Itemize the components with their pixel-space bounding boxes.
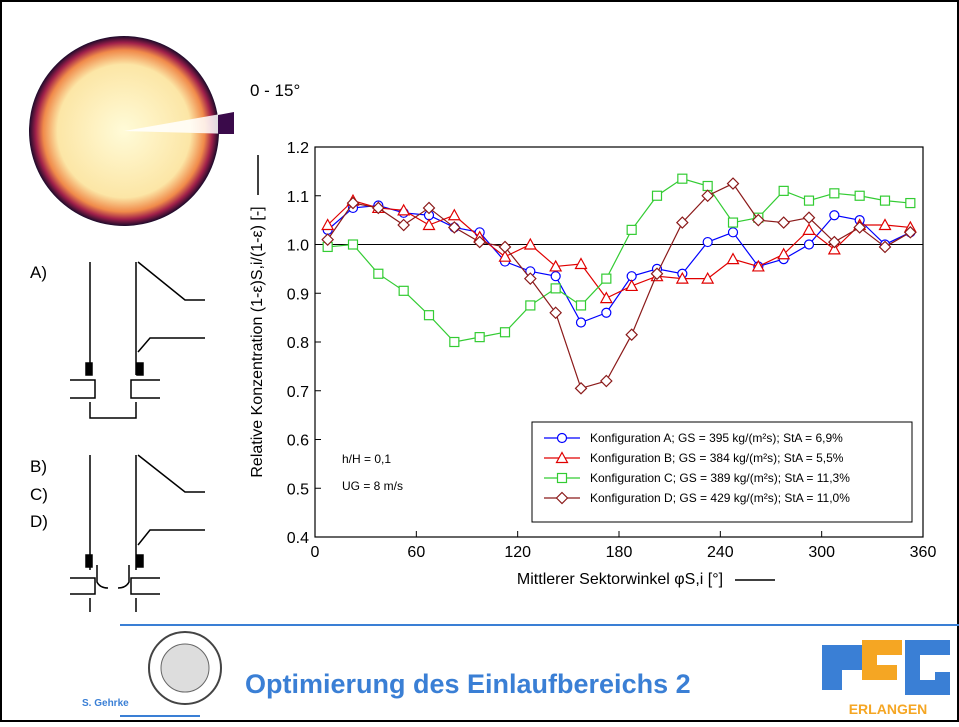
- marker: [399, 286, 408, 295]
- marker: [805, 240, 814, 249]
- legend-label: Konfiguration D; GS = 429 kg/(m²s); StA …: [590, 491, 850, 505]
- y-tick-label: 0.4: [287, 530, 309, 547]
- marker: [830, 211, 839, 220]
- y-tick-label: 0.9: [287, 286, 309, 303]
- x-axis-label: Mittlerer Sektorwinkel φS,i [°]: [517, 571, 723, 588]
- y-tick-label: 0.5: [287, 481, 309, 498]
- marker: [855, 191, 864, 200]
- marker: [526, 301, 535, 310]
- config-label: C): [30, 485, 48, 504]
- x-tick-label: 120: [504, 544, 531, 561]
- y-axis-label: Relative Konzentration (1-ε)S,i/(1-ε) [-…: [249, 206, 266, 477]
- x-tick-label: 360: [910, 544, 937, 561]
- y-tick-label: 0.7: [287, 384, 309, 401]
- legend-label: Konfiguration A; GS = 395 kg/(m²s); StA …: [590, 431, 843, 445]
- logo-text: ERLANGEN: [849, 701, 928, 717]
- y-tick-label: 1.2: [287, 140, 309, 157]
- x-tick-label: 180: [606, 544, 633, 561]
- university-seal-inner: [161, 644, 209, 692]
- marker: [703, 238, 712, 247]
- sector-edge: [218, 112, 234, 134]
- marker: [653, 191, 662, 200]
- y-tick-label: 1.0: [287, 238, 309, 255]
- marker: [779, 186, 788, 195]
- annotation: h/H = 0,1: [342, 452, 391, 466]
- marker: [374, 269, 383, 278]
- marker: [703, 182, 712, 191]
- author: S. Gehrke: [82, 698, 129, 709]
- legend-label: Konfiguration C; GS = 389 kg/(m²s); StA …: [590, 471, 850, 485]
- marker: [906, 199, 915, 208]
- x-tick-label: 0: [311, 544, 320, 561]
- slide-title: Optimierung des Einlaufbereichs 2: [245, 669, 691, 699]
- config-label: D): [30, 512, 48, 531]
- marker: [558, 474, 567, 483]
- marker: [475, 333, 484, 342]
- annotation: UG = 8 m/s: [342, 479, 403, 493]
- marker: [577, 318, 586, 327]
- marker: [349, 240, 358, 249]
- marker: [551, 284, 560, 293]
- marker: [729, 218, 738, 227]
- y-tick-label: 0.6: [287, 433, 309, 450]
- marker: [881, 196, 890, 205]
- x-tick-label: 60: [407, 544, 425, 561]
- marker: [627, 225, 636, 234]
- marker: [425, 311, 434, 320]
- marker: [450, 338, 459, 347]
- config-label: B): [30, 457, 47, 476]
- x-tick-label: 240: [707, 544, 734, 561]
- y-tick-label: 1.1: [287, 189, 309, 206]
- marker: [805, 196, 814, 205]
- config-label: A): [30, 263, 47, 282]
- marker: [830, 189, 839, 198]
- slide: 0 - 15° A) B) C) D) S. Gehrke Optimierun…: [0, 0, 959, 722]
- marker: [577, 301, 586, 310]
- marker: [678, 174, 687, 183]
- y-tick-label: 0.8: [287, 335, 309, 352]
- sector-label: 0 - 15°: [250, 81, 300, 100]
- marker: [558, 434, 567, 443]
- x-tick-label: 300: [808, 544, 835, 561]
- marker: [551, 272, 560, 281]
- legend-label: Konfiguration B; GS = 384 kg/(m²s); StA …: [590, 451, 844, 465]
- marker: [729, 228, 738, 237]
- marker: [602, 274, 611, 283]
- marker: [501, 328, 510, 337]
- marker: [602, 308, 611, 317]
